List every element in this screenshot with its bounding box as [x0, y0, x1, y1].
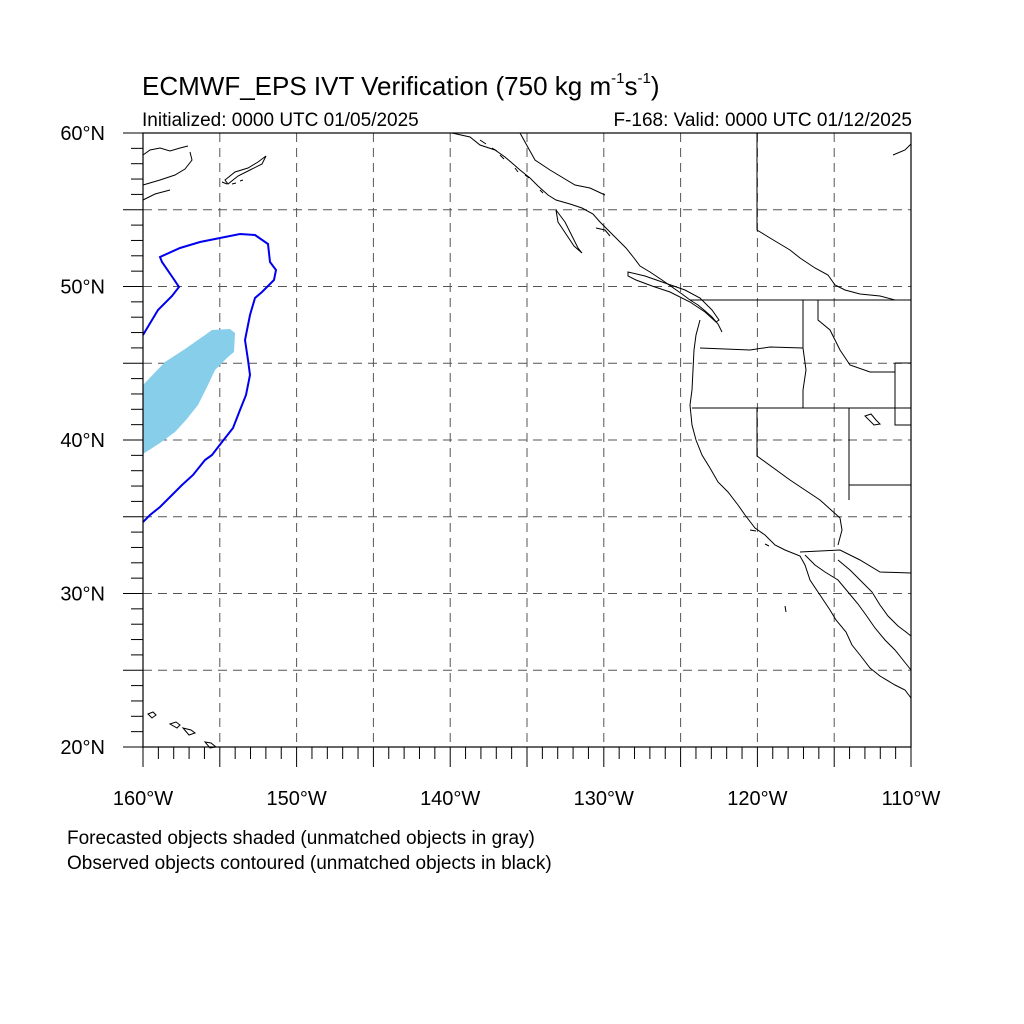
lon-label: 160°W	[113, 788, 173, 810]
lon-label: 130°W	[574, 788, 634, 810]
forecast-object	[143, 329, 235, 454]
lat-label: 20°N	[60, 737, 105, 759]
lat-label: 50°N	[60, 277, 105, 299]
chart-title: ECMWF_EPS IVT Verification (750 kg m-1s-…	[142, 70, 660, 101]
gridlines	[143, 133, 911, 747]
lat-label: 40°N	[60, 430, 105, 452]
lon-label: 140°W	[420, 788, 480, 810]
coastline-west-coast	[689, 319, 912, 699]
lon-label: 120°W	[727, 788, 787, 810]
axis-labels: 20°N 30°N 40°N 50°N 60°N 160°W 150°W 140°W 130°W…	[60, 123, 940, 810]
observed-note: Observed objects contoured (unmatched ob…	[67, 853, 552, 874]
legend-notes: Forecasted objects shaded (unmatched obj…	[67, 826, 552, 876]
valid-time-label: F-168: Valid: 0000 UTC 01/12/2025	[613, 110, 912, 131]
political-boundaries	[690, 133, 912, 574]
coastline-alaska	[142, 143, 912, 201]
forecast-note: Forecasted objects shaded (unmatched obj…	[67, 828, 535, 849]
axis-ticks	[123, 132, 912, 767]
hawaii-islands	[147, 413, 882, 749]
lat-label: 60°N	[60, 123, 105, 145]
coastline-pacific-northwest	[451, 132, 723, 333]
lon-label: 150°W	[266, 788, 326, 810]
lat-label: 30°N	[60, 584, 105, 606]
initialized-label: Initialized: 0000 UTC 01/05/2025	[142, 110, 419, 131]
plot-frame	[142, 132, 912, 748]
observed-object-contour	[142, 232, 278, 523]
lon-label: 110°W	[882, 788, 941, 810]
